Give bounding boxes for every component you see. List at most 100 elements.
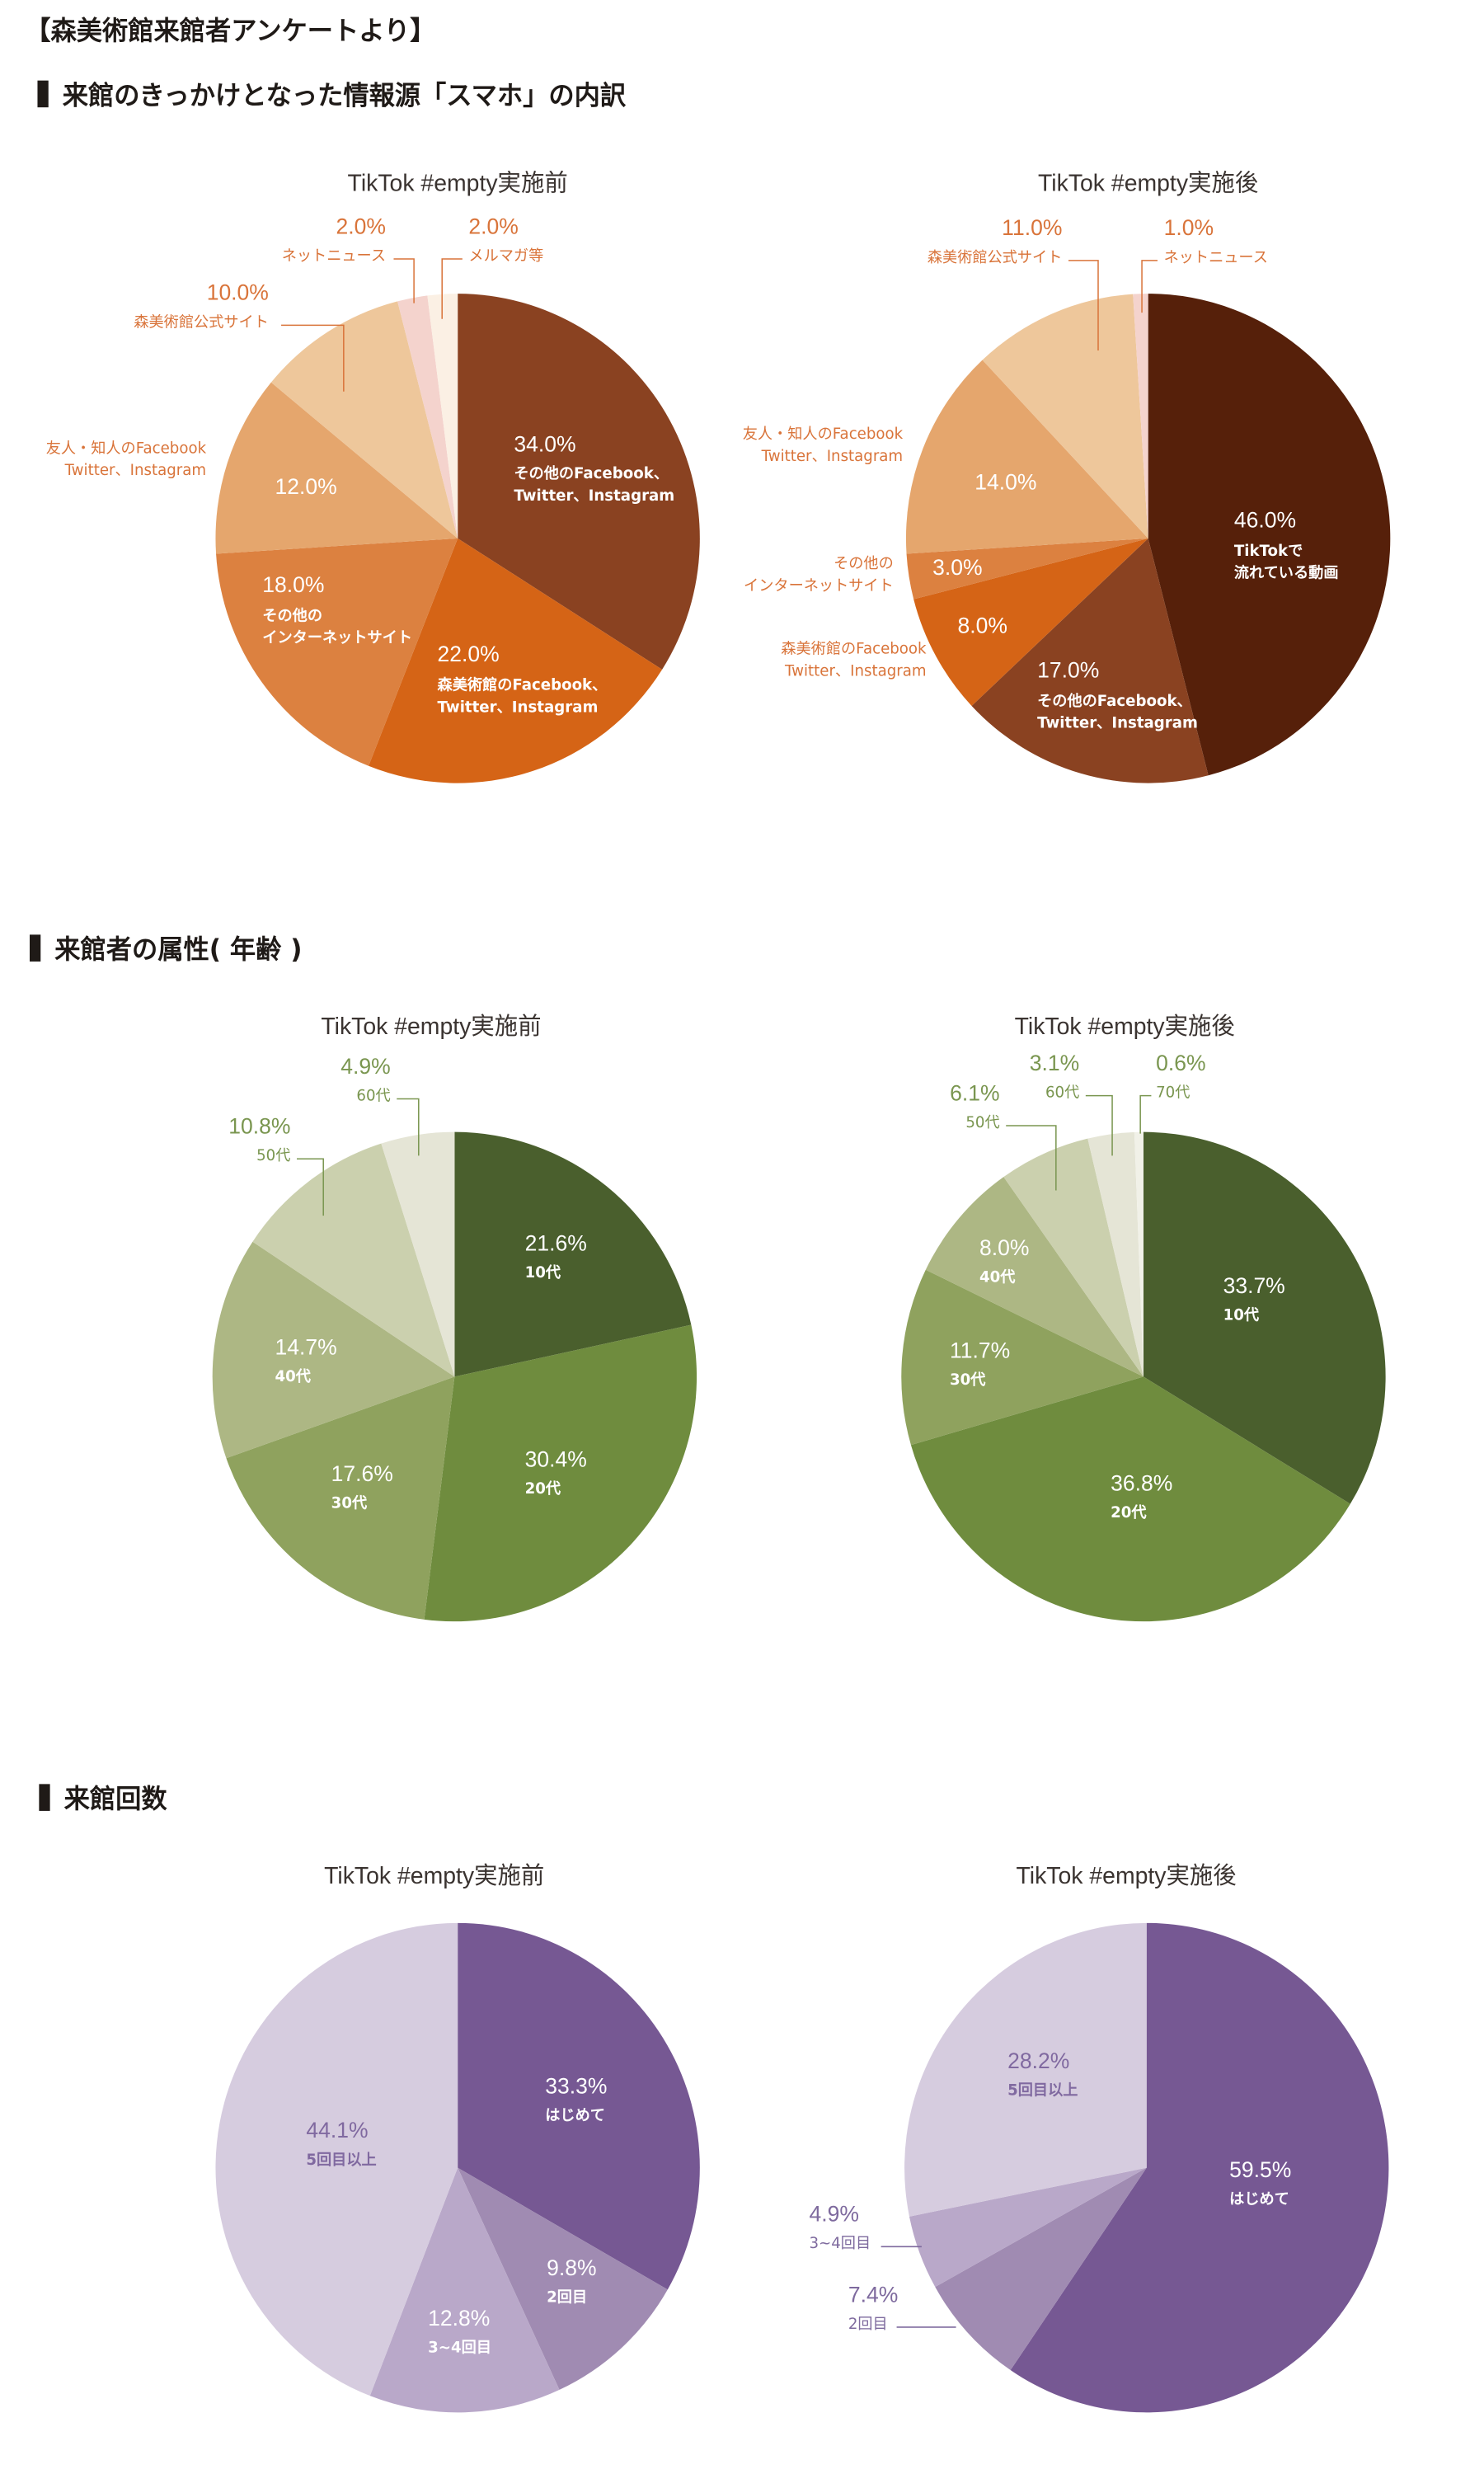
- data-label-category: その他の: [834, 555, 894, 572]
- leader-line: [297, 1158, 324, 1216]
- data-label-category: 10代: [525, 1264, 561, 1282]
- data-label-category: 2回目: [547, 2288, 587, 2306]
- pie-slice: [1087, 1131, 1144, 1377]
- data-label-category: 30代: [950, 1371, 986, 1389]
- chart-title: TikTok #empty実施後: [1016, 1863, 1236, 1889]
- pie-slice: [458, 1922, 700, 2290]
- data-label-percent: 10.0%: [207, 280, 269, 305]
- data-label-percent: 46.0%: [1234, 507, 1296, 532]
- page-title: 【森美術館来館者アンケートより】: [25, 16, 435, 46]
- data-label-category: インターネットサイト: [262, 629, 412, 647]
- data-label-category: ネットニュース: [1164, 249, 1268, 266]
- data-label-category: TikTokで: [1234, 543, 1303, 560]
- data-label-percent: 34.0%: [514, 431, 575, 456]
- data-label-percent: 3.0%: [932, 555, 982, 580]
- leader-line: [441, 258, 463, 319]
- data-label-category: 森美術館公式サイト: [928, 249, 1063, 266]
- data-label-category: Twitter、Instagram: [438, 698, 599, 716]
- data-label-category: 10代: [1223, 1306, 1260, 1324]
- data-label-category: その他の: [262, 606, 322, 624]
- data-label-category: Twitter、Instagram: [64, 462, 207, 479]
- data-label-category: 5回目以上: [1007, 2081, 1078, 2099]
- data-label-percent: 33.7%: [1223, 1273, 1285, 1298]
- pie-slice: [1010, 1922, 1389, 2413]
- data-label-category: 30代: [331, 1494, 368, 1512]
- pie-chart-6: TikTok #empty実施後 59.5% はじめて 7.4% 2回目 4.9% 3~4回…: [809, 1863, 1389, 2413]
- pie-chart-3: TikTok #empty実施前 21.6% 10代 30.4% 20代 17.6% 30代…: [212, 1014, 697, 1622]
- chart-title: TikTok #empty実施前: [324, 1863, 544, 1889]
- pie-slice: [216, 538, 458, 766]
- section-marker: [37, 80, 49, 108]
- leader-line: [1006, 1125, 1057, 1191]
- data-label-category: 森美術館のFacebook、: [438, 676, 608, 694]
- pie-slice: [910, 1376, 1350, 1622]
- data-label-category: 森美術館のFacebook: [781, 641, 927, 658]
- data-label-percent: 11.7%: [950, 1338, 1010, 1362]
- data-label-percent: 2.0%: [336, 214, 386, 238]
- pie-slice: [1148, 294, 1391, 776]
- pie-slice: [1133, 294, 1148, 539]
- pie-slice: [1134, 1131, 1144, 1377]
- data-label-percent: 14.0%: [974, 469, 1036, 494]
- data-label-percent: 33.3%: [545, 2073, 607, 2098]
- data-label-category: 40代: [979, 1268, 1016, 1286]
- data-label-percent: 18.0%: [262, 572, 324, 597]
- pie-slice: [215, 1922, 458, 2396]
- pie-slice: [904, 1922, 1147, 2217]
- pie-slice: [424, 1324, 697, 1622]
- data-label-category: その他のFacebook、: [1037, 692, 1192, 710]
- data-label-percent: 7.4%: [848, 2282, 898, 2307]
- pie-slice: [935, 2167, 1147, 2371]
- pie-slice: [369, 538, 663, 783]
- data-label-percent: 28.2%: [1007, 2048, 1069, 2073]
- data-label-category: インターネットサイト: [744, 577, 894, 595]
- data-label-percent: 4.9%: [809, 2202, 858, 2227]
- data-label-percent: 22.0%: [438, 642, 500, 666]
- pie-slice: [905, 360, 1148, 554]
- data-label-percent: 8.0%: [957, 614, 1007, 638]
- data-label-category: 20代: [1111, 1504, 1147, 1522]
- leader-line: [281, 324, 345, 392]
- data-label-category: Twitter、Instagram: [761, 448, 904, 465]
- data-label-percent: 6.1%: [950, 1080, 999, 1105]
- data-label-category: 森美術館公式サイト: [134, 313, 269, 331]
- section-title-visit-count: 来館回数: [64, 1784, 168, 1814]
- data-label-category: 60代: [1045, 1084, 1079, 1101]
- chart-title: TikTok #empty実施後: [1015, 1014, 1235, 1040]
- data-label-percent: 11.0%: [1002, 215, 1062, 240]
- pie-slice: [906, 538, 1148, 600]
- data-label-category: はじめて: [545, 2107, 605, 2124]
- data-label-category: 40代: [275, 1368, 311, 1385]
- data-label-category: 60代: [356, 1087, 390, 1104]
- data-label-category: はじめて: [1229, 2191, 1289, 2208]
- data-label-category: メルマガ等: [468, 247, 543, 265]
- data-label-category: その他のFacebook、: [514, 464, 669, 482]
- data-label-category: 3~4回目: [809, 2235, 871, 2252]
- pie-chart-4: TikTok #empty実施後 33.7% 10代 36.8% 20代 11.7% 30代…: [901, 1014, 1386, 1622]
- section-title-age: 来館者の属性( 年齢 ): [54, 934, 302, 965]
- pie-slice: [1143, 1131, 1386, 1504]
- leader-line: [1139, 1094, 1152, 1134]
- leader-line: [1141, 260, 1158, 313]
- data-label-percent: 17.0%: [1037, 657, 1099, 682]
- chart-title: TikTok #empty実施後: [1038, 171, 1258, 197]
- data-label-percent: 12.0%: [275, 474, 336, 499]
- pie-slice: [454, 1131, 692, 1377]
- pie-slice: [971, 538, 1209, 783]
- pie-slice: [427, 294, 458, 539]
- section-marker: [30, 934, 41, 962]
- data-label-category: Twitter、Instagram: [514, 487, 674, 505]
- pie-chart-5: TikTok #empty実施前 33.3% はじめて 9.8% 2回目 12.8% 3~4…: [215, 1863, 700, 2413]
- data-label-percent: 59.5%: [1229, 2157, 1291, 2182]
- pie-slice: [458, 294, 700, 670]
- section-title-info-source: 来館のきっかけとなった情報源「スマホ」の内訳: [63, 80, 627, 111]
- pie-slice: [909, 2167, 1147, 2288]
- pie-slice: [212, 1241, 455, 1459]
- data-label-percent: 9.8%: [547, 2255, 596, 2280]
- data-label-category: Twitter、Instagram: [784, 662, 927, 680]
- data-label-percent: 2.0%: [468, 214, 518, 238]
- data-label-percent: 14.7%: [275, 1335, 336, 1360]
- pie-chart-1: TikTok #empty実施前 34.0% その他のFacebook、 Twitte…: [46, 171, 700, 783]
